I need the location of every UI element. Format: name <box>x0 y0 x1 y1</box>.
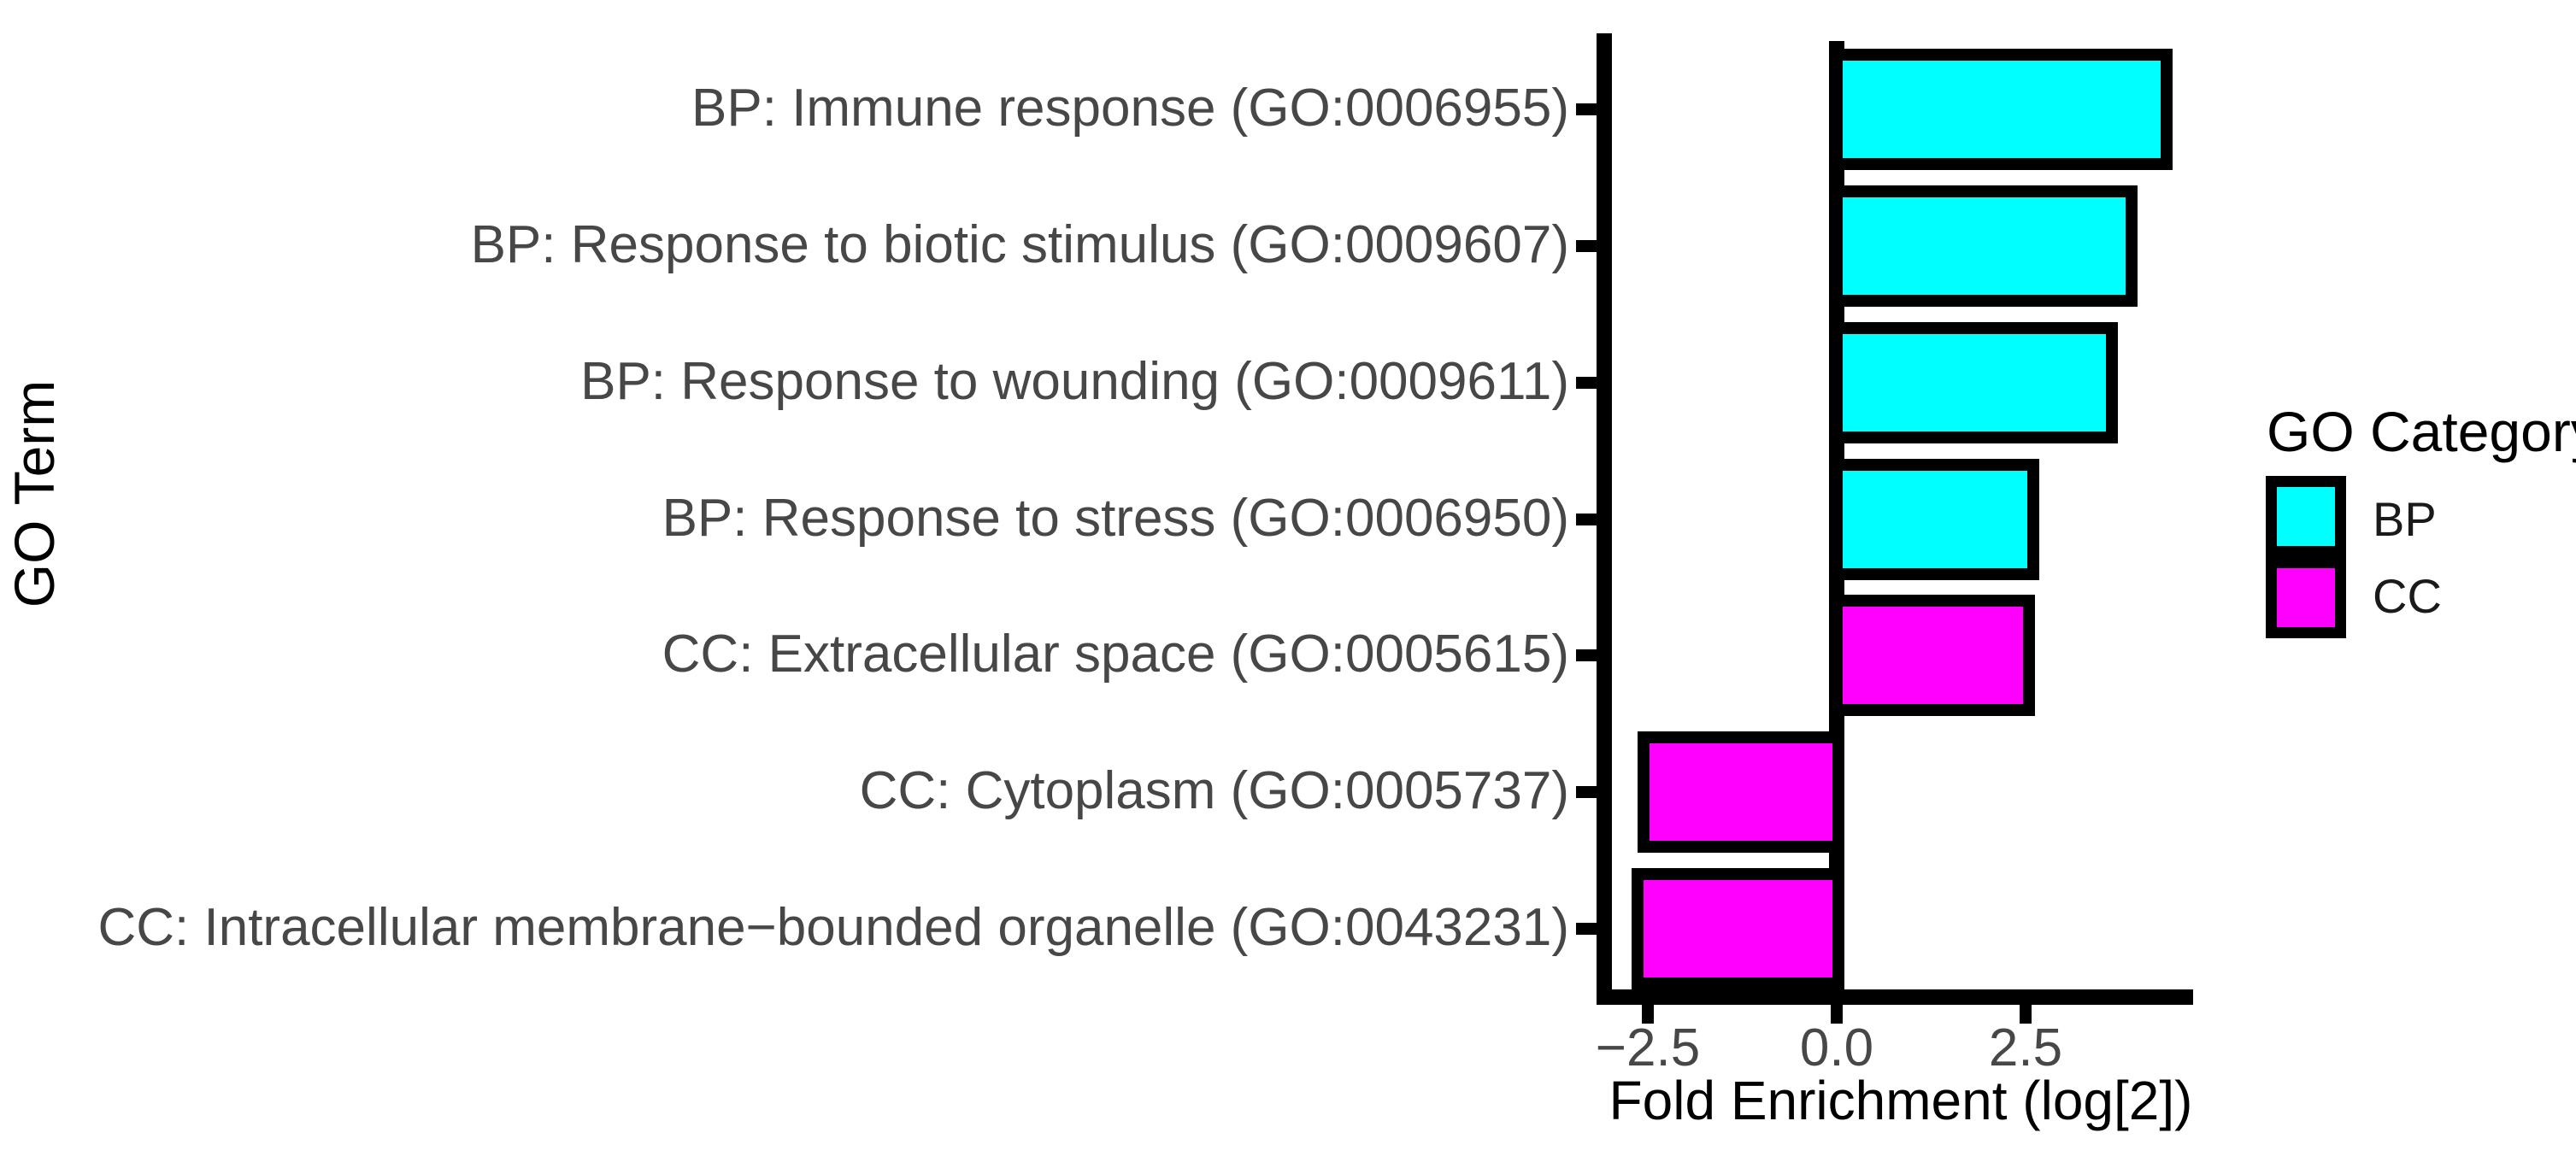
x-tick-label: 2.5 <box>1988 1018 2063 1077</box>
y-tick-label: BP: Immune response (GO:0006955) <box>691 78 1569 138</box>
legend-label-cc: CC <box>2373 569 2442 623</box>
bar-bp-3 <box>1831 459 2039 580</box>
y-tick-label: CC: Intracellular membrane−bounded organ… <box>97 897 1570 957</box>
x-axis-title: Fold Enrichment (log[2]) <box>1609 1070 2193 1131</box>
y-tick <box>1576 514 1597 525</box>
y-tick <box>1576 240 1597 252</box>
x-tick-label: −2.5 <box>1595 1018 1701 1077</box>
y-tick-label: BP: Response to stress (GO:0006950) <box>662 488 1569 548</box>
legend: GO Category BP CC <box>2248 376 2576 684</box>
y-tick-label: CC: Extracellular space (GO:0005615) <box>662 624 1569 684</box>
x-tick <box>1831 1005 1843 1024</box>
x-tick-label: 0.0 <box>1799 1018 1874 1077</box>
legend-title: GO Category <box>2267 400 2576 463</box>
x-axis-line <box>1597 989 2193 1005</box>
x-tick <box>2020 1005 2032 1024</box>
y-tick <box>1576 786 1597 798</box>
legend-label-bp: BP <box>2373 492 2437 546</box>
bar-bp-2 <box>1831 322 2118 443</box>
y-tick-label: CC: Cytoplasm (GO:0005737) <box>859 760 1569 820</box>
bar-bp-1 <box>1831 185 2138 307</box>
y-tick <box>1576 649 1597 661</box>
bar-cc-6 <box>1632 868 1844 989</box>
x-tick <box>1642 1005 1654 1024</box>
y-tick-label: BP: Response to biotic stimulus (GO:0009… <box>470 214 1569 274</box>
y-tick <box>1576 103 1597 115</box>
bp-color-swatch <box>2277 487 2335 546</box>
y-tick <box>1576 377 1597 389</box>
bar-cc-4 <box>1831 595 2035 716</box>
y-tick-label: BP: Response to wounding (GO:0009611) <box>580 351 1569 411</box>
legend-key-bp <box>2266 476 2346 557</box>
cc-color-swatch <box>2277 568 2335 627</box>
legend-key-cc <box>2266 557 2346 638</box>
bar-bp-0 <box>1831 49 2173 170</box>
y-tick <box>1576 923 1597 935</box>
y-axis-line <box>1597 33 1612 1005</box>
bar-cc-5 <box>1638 731 1844 853</box>
